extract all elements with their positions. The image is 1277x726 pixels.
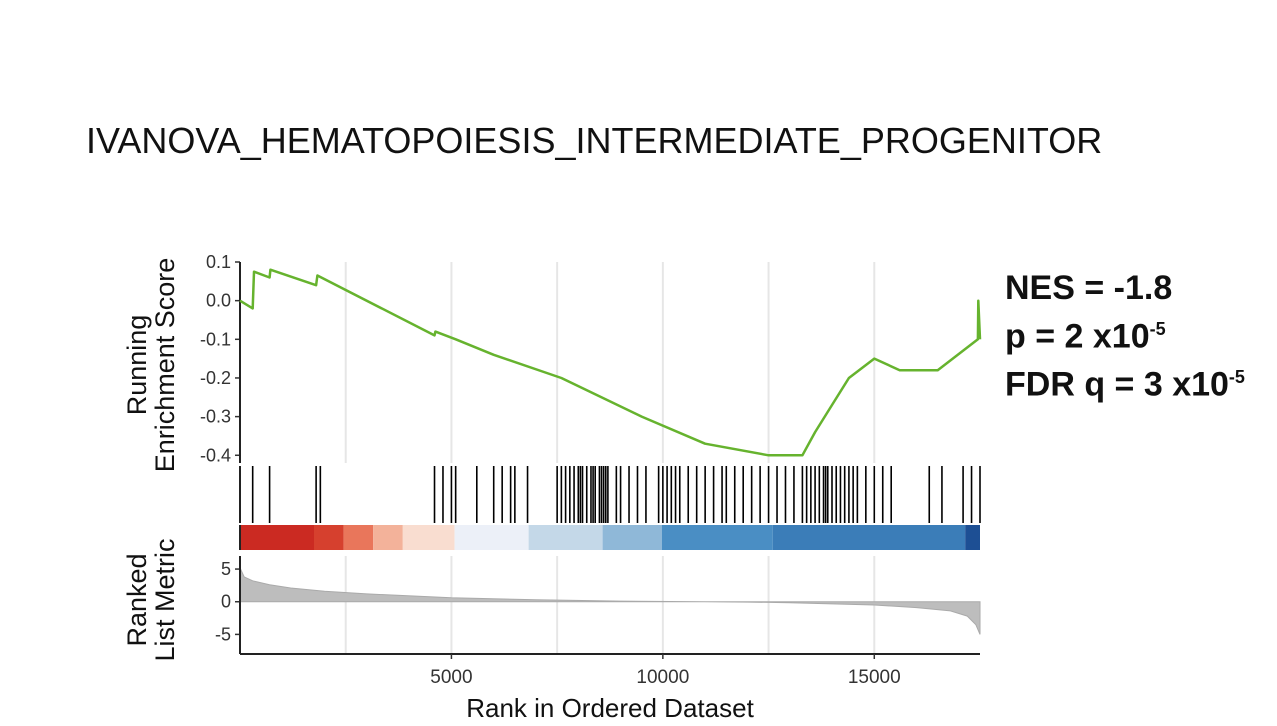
gradient-segment [602,525,662,550]
ranked-metric-panel: 5 0 -5 5000 10000 15000 [215,556,981,688]
x-tick-label: 5000 [430,667,472,688]
p-value-exponent: -5 [1149,319,1166,339]
es-y-tick-label: 0.0 [206,291,231,311]
gradient-segment [402,525,455,550]
gene-hits-panel [239,466,981,523]
x-tick-label: 10000 [636,667,689,688]
es-y-axis-title-line1: Running [122,315,152,416]
es-y-tick-label: -0.3 [200,407,231,427]
es-y-tick-label: -0.2 [200,368,231,388]
es-y-axis-title-line2: Enrichment Score [150,258,180,473]
fdr-prefix: FDR q = 3 x10 [1005,365,1229,404]
metric-y-axis-title-line2: List Metric [150,538,180,661]
metric-y-tick-label: 0 [221,592,231,612]
p-value-stat: p = 2 x10-5 [1005,309,1245,357]
metric-y-tick-label: -5 [215,624,231,644]
running-enrichment-panel: 0.1 0.0 -0.1 -0.2 -0.3 -0.4 [200,252,982,465]
p-value-prefix: p = 2 x10 [1005,317,1150,356]
fdr-stat: FDR q = 3 x10-5 [1005,357,1245,405]
gradient-segment [240,525,314,550]
es-y-tick-label: -0.1 [200,329,231,349]
gradient-segment [965,525,980,550]
enrichment-score-line [239,268,982,457]
metric-y-axis-title-line1: Ranked [122,553,152,646]
gradient-segment [343,525,374,550]
rank-gradient-bar [239,525,980,550]
gradient-segment [314,525,344,550]
gradient-segment [454,525,529,550]
statistics-annotation: NES = -1.8 p = 2 x10-5 FDR q = 3 x10-5 [1005,268,1245,406]
fdr-exponent: -5 [1228,367,1245,388]
x-axis-title: Rank in Ordered Dataset [466,693,754,723]
es-y-tick-label: 0.1 [206,252,231,272]
metric-y-tick-label: 5 [221,559,231,579]
gradient-segment [661,525,773,550]
es-y-tick-label: -0.4 [200,445,231,465]
nes-stat: NES = -1.8 [1005,269,1173,307]
ranked-metric-area [239,567,981,635]
gradient-segment [528,525,603,550]
x-tick-label: 15000 [848,667,901,688]
chart-title: IVANOVA_HEMATOPOIESIS_INTERMEDIATE_PROGE… [86,120,1103,161]
gradient-segment [373,525,403,550]
gradient-segment [772,525,966,550]
